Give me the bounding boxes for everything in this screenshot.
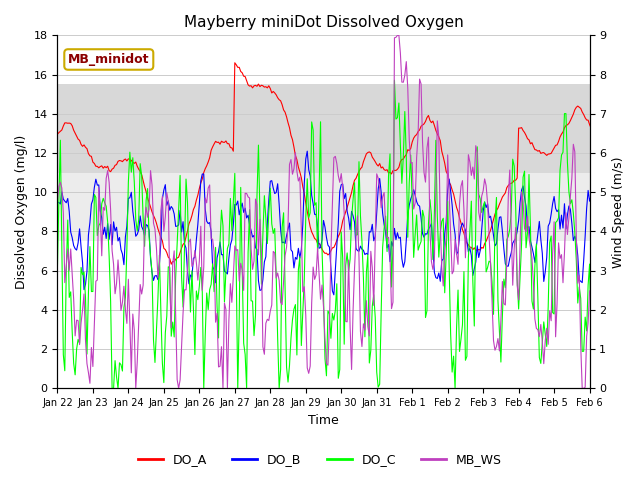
Text: MB_minidot: MB_minidot	[68, 53, 150, 66]
Legend: DO_A, DO_B, DO_C, MB_WS: DO_A, DO_B, DO_C, MB_WS	[133, 448, 507, 471]
Bar	[58, 84, 589, 173]
Y-axis label: Wind Speed (m/s): Wind Speed (m/s)	[612, 156, 625, 267]
Bar	[58, 173, 589, 241]
Y-axis label: Dissolved Oxygen (mg/l): Dissolved Oxygen (mg/l)	[15, 135, 28, 289]
X-axis label: Time: Time	[308, 414, 339, 427]
Title: Mayberry miniDot Dissolved Oxygen: Mayberry miniDot Dissolved Oxygen	[184, 15, 463, 30]
